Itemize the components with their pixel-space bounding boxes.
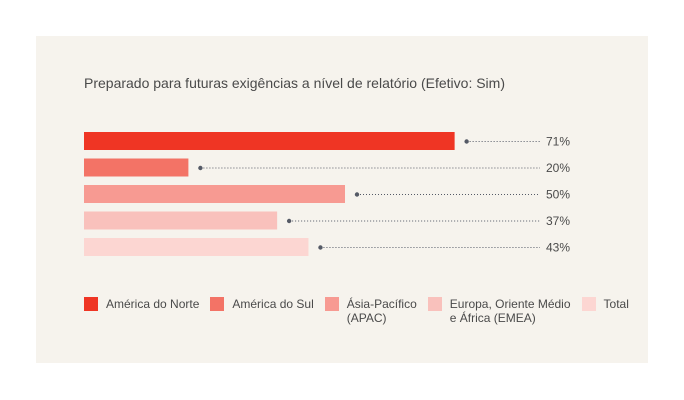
legend-item-4: Total: [581, 297, 629, 325]
chart-panel: Preparado para futuras exigências a níve…: [36, 36, 648, 363]
bar-0: [84, 132, 455, 150]
value-label-0: 71%: [546, 135, 570, 149]
value-label-4: 43%: [546, 241, 570, 255]
legend-label-4: Total: [603, 297, 629, 311]
legend-swatch-0: [84, 297, 98, 311]
leader-dot-4: [318, 245, 323, 250]
bar-3: [84, 211, 278, 230]
legend-item-0: América do Norte: [84, 297, 199, 325]
legend-swatch-2: [324, 297, 339, 311]
value-label-3: 37%: [546, 214, 570, 228]
legend-swatch-4: [581, 297, 596, 311]
leader-dot-1: [198, 165, 203, 171]
legend-swatch-3: [427, 297, 442, 311]
leader-dot-2: [354, 192, 360, 197]
legend-item-2: Ásia-Pacífico (APAC): [324, 297, 417, 325]
bar-2: [84, 185, 345, 203]
bar-1: [84, 158, 189, 177]
chart-title: Preparado para futuras exigências a níve…: [84, 75, 505, 91]
legend-label-2: Ásia-Pacífico (APAC): [346, 297, 417, 325]
leader-dot-0: [464, 139, 469, 144]
value-label-1: 20%: [546, 161, 570, 175]
leader-dot-3: [286, 218, 292, 224]
legend-item-3: Europa, Oriente Médio e África (EMEA): [427, 297, 571, 325]
bar-chart: 71% 20% 50% 37% 43%: [84, 132, 570, 256]
legend: América do Norte América do Sul Ásia-Pacíf…: [84, 297, 629, 325]
legend-label-3: Europa, Oriente Médio e África (EMEA): [449, 297, 571, 325]
legend-swatch-1: [210, 297, 225, 311]
legend-label-0: América do Norte: [106, 297, 200, 311]
legend-item-1: América do Sul: [210, 297, 314, 325]
bar-4: [84, 238, 309, 256]
legend-label-1: América do Sul: [232, 297, 314, 311]
value-label-2: 50%: [546, 188, 570, 202]
